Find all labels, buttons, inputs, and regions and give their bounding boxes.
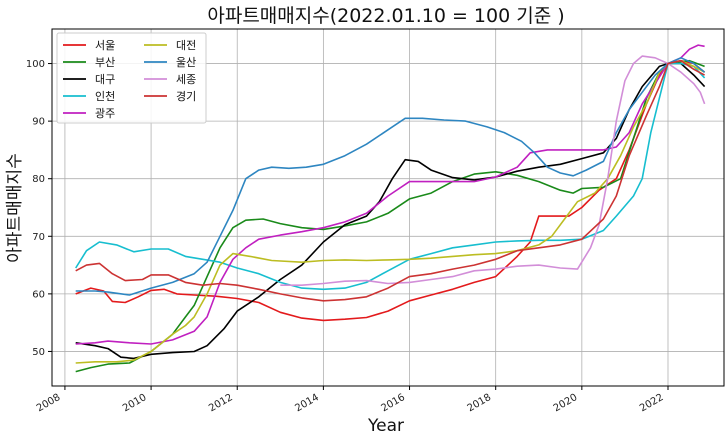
plot-area	[51, 28, 725, 387]
y-tick-label: 90	[32, 117, 45, 128]
legend-entry: 대구	[95, 73, 115, 86]
chart-title: 아파트매매지수(2022.01.10 = 100 기준 )	[207, 5, 564, 27]
y-tick-label: 70	[32, 232, 45, 243]
y-tick-label: 60	[32, 289, 45, 300]
series-line	[75, 59, 705, 373]
y-tick-label: 80	[32, 174, 45, 185]
legend-entry: 광주	[95, 107, 115, 120]
series-lines	[75, 44, 706, 373]
series-line	[280, 55, 706, 286]
x-tick-label: 2022	[638, 392, 666, 414]
y-axis-ticks: 50 60 70 80 90 100	[26, 59, 52, 358]
x-tick-label: 2018	[466, 392, 494, 414]
series-line	[75, 44, 705, 345]
series-line	[75, 57, 706, 296]
legend-box	[56, 32, 207, 124]
legend-entry: 울산	[176, 56, 196, 69]
y-tick-label: 100	[26, 59, 45, 70]
x-tick-label: 2016	[379, 392, 407, 414]
legend-entry: 대전	[176, 39, 196, 52]
x-tick-label: 2020	[552, 392, 580, 414]
x-axis-ticks: 2008 2010 2012 2014 2016 2018 2020 2022	[35, 386, 669, 414]
x-tick-label: 2012	[207, 392, 235, 414]
x-tick-label: 2014	[293, 392, 321, 414]
x-axis-label: Year	[367, 416, 404, 436]
y-axis-label: 아파트매매지수	[5, 153, 25, 262]
legend-entry: 서울	[95, 39, 115, 52]
y-tick-label: 50	[32, 347, 45, 358]
legend-entry: 세종	[176, 73, 196, 86]
series-line	[75, 59, 706, 322]
x-tick-label: 2010	[121, 392, 149, 414]
legend-entry: 부산	[95, 56, 115, 69]
series-line	[75, 59, 705, 302]
series-line	[75, 59, 705, 364]
legend-entry: 경기	[176, 90, 196, 103]
legend-entry: 인천	[95, 89, 115, 103]
x-tick-label: 2008	[35, 392, 63, 414]
